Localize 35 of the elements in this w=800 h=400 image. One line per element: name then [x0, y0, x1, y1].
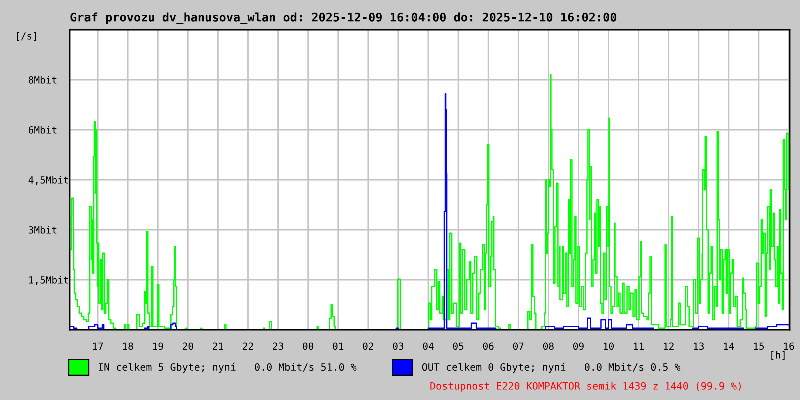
x-tick-label: 23: [273, 342, 284, 350]
x-tick-label: 01: [333, 342, 344, 350]
x-tick-label: 02: [363, 342, 374, 350]
y-tick-label: 6Mbit: [28, 126, 57, 134]
x-tick-label: 11: [634, 342, 644, 350]
x-tick-label: 07: [513, 342, 524, 350]
x-tick-label: 17: [93, 342, 104, 350]
x-tick-label: 03: [393, 342, 404, 350]
x-tick-label: 20: [183, 342, 194, 350]
y-tick-label: 1,5Mbit: [30, 276, 68, 286]
x-tick-label: 09: [573, 342, 584, 350]
x-tick-label: 14: [724, 342, 734, 350]
chart-title: Graf provozu dv_hanusova_wlan od: 2025-12-09 16:04:00 do: 2025-12-10 16:02:00: [70, 12, 617, 24]
x-tick-label: 15: [754, 342, 764, 350]
x-tick-label: 18: [123, 342, 134, 350]
x-tick-label: 04: [423, 342, 434, 350]
x-tick-label: 12: [664, 342, 674, 350]
x-tick-label: 05: [453, 342, 464, 350]
legend-label: IN celkem 5 Gbyte; nyní 0.0 Mbit/s 51.0 %: [98, 362, 357, 373]
x-tick-label: 06: [483, 342, 494, 350]
x-tick-label: 21: [213, 342, 224, 350]
y-tick-label: 3Mbit: [28, 226, 57, 234]
x-tick-label: 08: [543, 342, 554, 350]
x-tick-label: 13: [694, 342, 704, 350]
y-axis-title: [/s]: [17, 32, 36, 41]
x-tick-label: 16: [784, 342, 794, 350]
x-tick-label: 22: [243, 342, 254, 350]
legend-label: OUT celkem 0 Gbyte; nyní 0.0 Mbit/s 0.5 %: [422, 362, 681, 373]
x-tick-label: 19: [153, 342, 164, 350]
x-tick-label: 00: [303, 342, 314, 350]
y-tick-label: 8Mbit: [28, 76, 57, 84]
text: Dostupnost E220 KOMPAKTOR semik 1439 z 1440 (99.9 %): [430, 382, 741, 392]
x-axis-title: [h]: [772, 351, 785, 360]
x-tick-label: 10: [604, 342, 614, 350]
y-tick-label: 4,5Mbit: [28, 176, 68, 186]
